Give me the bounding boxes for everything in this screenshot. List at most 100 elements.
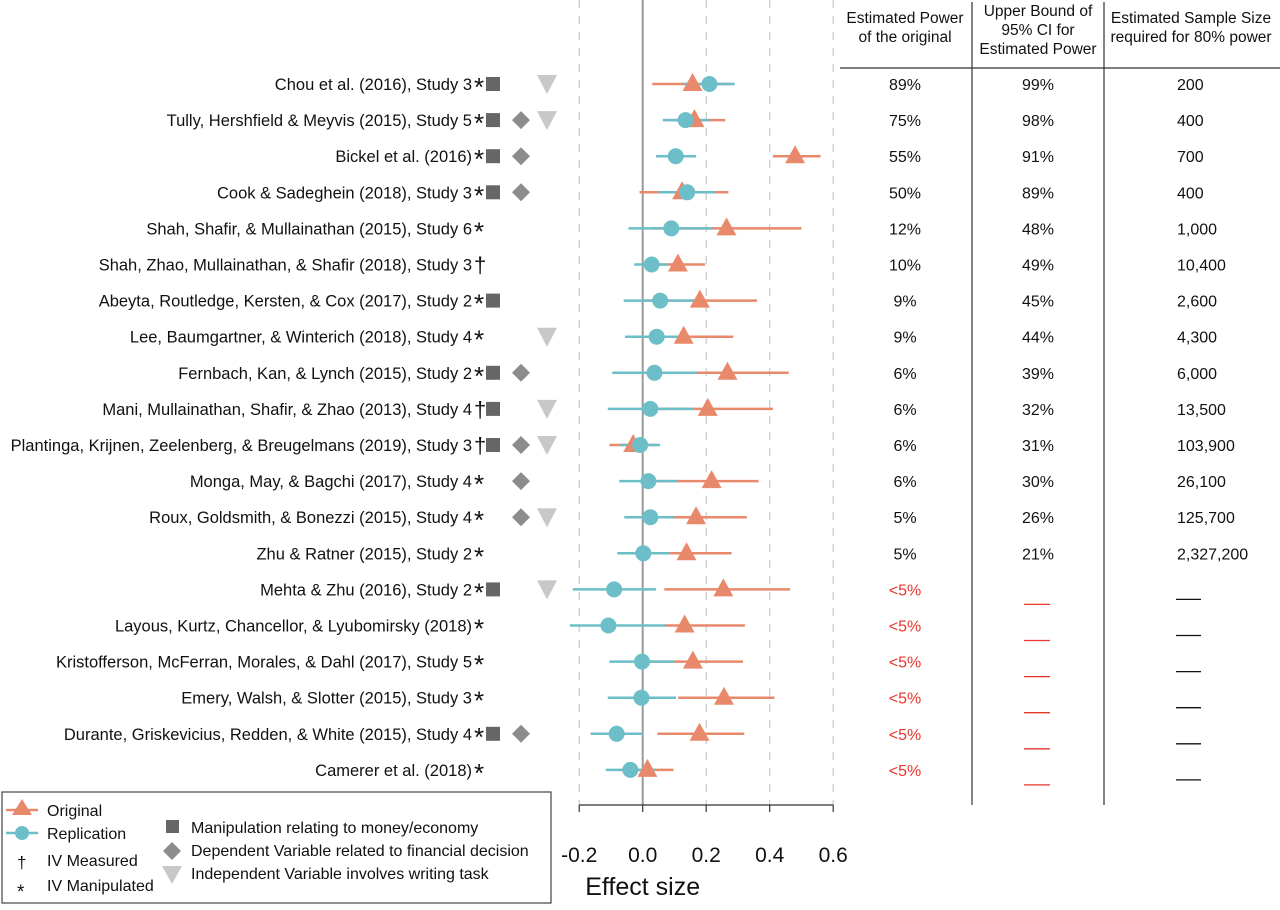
power-cell: 5%	[893, 510, 916, 527]
iv-type-symbol: *	[474, 180, 484, 210]
replication-estimate-marker	[646, 364, 663, 381]
study-label: Roux, Goldsmith, & Bonezzi (2015), Study…	[149, 509, 472, 527]
upper-bound-cell: 89%	[1022, 185, 1054, 202]
financial-dv-diamond-icon	[512, 724, 530, 743]
sample-size-cell: 2,327,200	[1177, 546, 1248, 563]
table-header-text: of the original	[858, 29, 951, 46]
iv-type-symbol: †	[474, 433, 486, 458]
table-header-text: required for 80% power	[1110, 29, 1271, 46]
sample-size-cell: 10,400	[1177, 258, 1226, 275]
power-cell: 75%	[889, 113, 921, 130]
original-estimate-marker	[686, 506, 707, 525]
study-label: Fernbach, Kan, & Lynch (2015), Study 2	[178, 365, 472, 383]
legend-original-label: Original	[47, 803, 102, 820]
money-square-icon	[486, 365, 500, 380]
replication-estimate-marker	[667, 148, 684, 165]
x-axis-title: Effect size	[585, 873, 700, 901]
replication-estimate-marker	[640, 473, 657, 490]
legend-dagger-label: IV Measured	[47, 853, 138, 870]
upper-bound-cell: 91%	[1022, 149, 1054, 166]
study-label: Bickel et al. (2016)	[335, 148, 472, 166]
table-header-text: 95% CI for	[1001, 22, 1074, 39]
study-label: Shah, Shafir, & Mullainathan (2015), Stu…	[146, 220, 472, 238]
upper-bound-cell: 21%	[1022, 546, 1054, 563]
study-label: Layous, Kurtz, Chancellor, & Lyubomirsky…	[115, 618, 472, 636]
sample-size-cell: 125,700	[1177, 510, 1235, 527]
power-cell: 9%	[893, 330, 916, 347]
legend-box	[1, 791, 552, 904]
power-cell: <5%	[889, 691, 921, 708]
study-label: Mani, Mullainathan, Shafir, & Zhao (2013…	[102, 401, 472, 419]
iv-type-symbol: *	[474, 505, 484, 535]
legend-dagger-symbol: †	[17, 853, 26, 872]
replication-estimate-marker	[652, 292, 669, 309]
original-estimate-marker	[676, 542, 697, 561]
replication-estimate-marker	[606, 581, 623, 598]
iv-type-symbol: *	[474, 614, 484, 644]
study-label: Plantinga, Krijnen, Zeelenberg, & Breuge…	[11, 437, 472, 455]
replication-estimate-marker	[635, 545, 652, 562]
legend-star-label: IV Manipulated	[47, 878, 154, 895]
study-label: Kristofferson, McFerran, Morales, & Dahl…	[56, 654, 472, 672]
power-cell: <5%	[889, 619, 921, 636]
study-label: Monga, May, & Bagchi (2017), Study 4	[190, 473, 472, 491]
original-estimate-marker	[682, 73, 703, 91]
study-label: Durante, Griskevicius, Redden, & White (…	[64, 726, 472, 744]
iv-type-symbol: *	[474, 650, 484, 680]
study-label: Chou et al. (2016), Study 3	[275, 76, 472, 94]
iv-type-symbol: *	[474, 289, 484, 319]
money-square-icon	[486, 185, 500, 200]
study-label: Tully, Hershfield & Meyvis (2015), Study…	[167, 112, 472, 130]
table-header-text: Estimated Power	[979, 41, 1096, 58]
money-square-icon	[486, 293, 500, 308]
sample-size-cell: 13,500	[1177, 402, 1226, 419]
replication-estimate-marker	[643, 256, 660, 273]
original-estimate-marker	[717, 361, 738, 380]
sample-size-cell: 103,900	[1177, 438, 1235, 455]
power-cell: 6%	[893, 438, 916, 455]
upper-bound-cell: 31%	[1022, 438, 1054, 455]
x-tick-label: 0.2	[692, 844, 721, 867]
original-estimate-marker	[682, 650, 703, 669]
money-square-icon	[486, 726, 500, 741]
power-cell: 89%	[889, 77, 921, 94]
power-cell: <5%	[889, 582, 921, 599]
money-square-icon	[486, 401, 500, 416]
table-header-text: Estimated Power	[846, 10, 963, 27]
study-label: Shah, Zhao, Mullainathan, & Shafir (2018…	[99, 257, 472, 275]
original-estimate-marker	[713, 578, 734, 597]
iv-type-symbol: *	[474, 541, 484, 571]
original-estimate-marker	[637, 758, 658, 777]
sample-size-cell: 4,300	[1177, 330, 1217, 347]
financial-dv-diamond-icon	[512, 436, 530, 454]
replication-estimate-marker	[679, 184, 696, 201]
writing-task-triangle-icon	[537, 580, 557, 600]
legend-writing-label: Independent Variable involves writing ta…	[191, 866, 490, 883]
legend-replication-label: Replication	[47, 826, 126, 843]
upper-bound-cell: 45%	[1022, 294, 1054, 311]
replication-estimate-marker	[634, 653, 651, 670]
power-cell: 5%	[893, 546, 916, 563]
power-cell: 6%	[893, 402, 916, 419]
upper-bound-cell: 30%	[1022, 474, 1054, 491]
x-tick-label: 0.0	[628, 844, 657, 867]
study-label: Emery, Walsh, & Slotter (2015), Study 3	[181, 690, 472, 708]
original-estimate-marker	[697, 397, 718, 416]
upper-bound-cell: 26%	[1022, 510, 1054, 527]
iv-type-symbol: *	[474, 758, 484, 788]
iv-type-symbol: *	[474, 144, 484, 174]
study-label: Camerer et al. (2018)	[315, 762, 472, 780]
original-estimate-marker	[701, 470, 722, 489]
writing-task-triangle-icon	[537, 399, 557, 419]
iv-type-symbol: *	[474, 216, 484, 246]
sample-size-cell: 200	[1177, 77, 1204, 94]
power-cell: <5%	[889, 655, 921, 672]
sample-size-cell: 400	[1177, 113, 1204, 130]
iv-type-symbol: *	[474, 325, 484, 355]
legend-dv-diamond-icon	[163, 842, 181, 860]
financial-dv-diamond-icon	[512, 111, 530, 130]
original-estimate-marker	[674, 614, 695, 633]
legend-money-label: Manipulation relating to money/economy	[191, 820, 478, 837]
writing-task-triangle-icon	[537, 75, 557, 94]
study-label: Mehta & Zhu (2016), Study 2	[260, 581, 472, 599]
